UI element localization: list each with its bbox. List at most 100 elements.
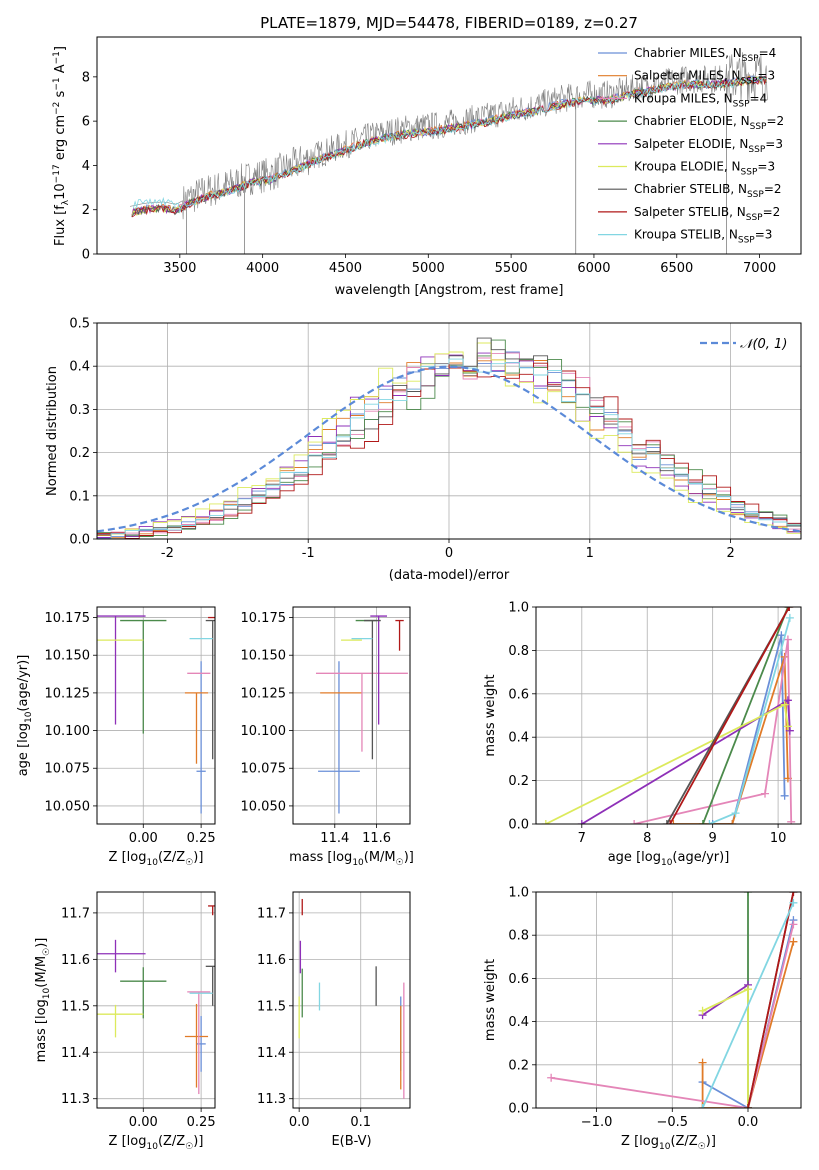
series-marker [577, 820, 586, 824]
label-segment: Z [log [109, 1134, 147, 1149]
y-tick-label: 0.0 [508, 1102, 529, 1117]
y-tick-label: 10.175 [241, 611, 287, 626]
errorbar-point-chabrier-stelib [364, 619, 381, 760]
x-tick-label: 0.0 [738, 1115, 759, 1130]
errorbar-point-chabrier-elodie [120, 619, 167, 734]
label-segment: ☉ [396, 858, 404, 868]
x-axis-label: age [log10(age/yr)] [608, 850, 730, 868]
x-tick-label: 0.0 [289, 1115, 310, 1130]
y-tick-label: 10.075 [45, 762, 91, 777]
y-tick-label: 4 [82, 159, 90, 174]
label-segment: s [53, 90, 68, 101]
series-marker [698, 1006, 707, 1015]
x-tick-label: 7000 [743, 261, 776, 276]
x-tick-label: 0.1 [350, 1115, 371, 1130]
spectrum-axes: 3500 4000 4500 5000 5500 6000 6500 7000 0 2 4 6 8 wav… [52, 36, 802, 298]
label-segment: Chabrier STELIB, N [634, 182, 747, 196]
legend-label-chabrier-stelib: Chabrier STELIB, NSSP=2 [634, 182, 782, 200]
series-line [669, 607, 790, 824]
series-line [712, 634, 786, 824]
series-marker [789, 920, 798, 929]
label-segment: =3 [757, 160, 775, 174]
label-segment: )] [34, 938, 49, 948]
mass-weight-series-salpeter-elodie [577, 696, 794, 824]
y-tick-label: 10.075 [241, 762, 287, 777]
label-segment: )] [706, 1134, 716, 1149]
y-tick-label: 0.2 [508, 774, 529, 789]
axes-frame [535, 606, 802, 825]
mass-weight-series-kroupa-stelib [705, 613, 794, 824]
x-tick-label: 7 [578, 831, 586, 846]
y-tick-label: 0.0 [69, 533, 90, 548]
y-tick-label: 11.5 [257, 999, 286, 1014]
series-marker [705, 820, 714, 824]
axes-frame [292, 891, 411, 1109]
x-tick-label: 5500 [495, 261, 528, 276]
errorbar-point-chabrier-stelib [205, 619, 215, 760]
label-segment: Z [log [109, 850, 147, 865]
y-tick-label: 0.0 [508, 818, 529, 833]
errorbar-point-kroupa-miles [315, 672, 408, 752]
label-segment: ☉ [698, 1142, 706, 1152]
label-segment: erg cm [53, 115, 68, 164]
label-segment: )] [193, 1134, 203, 1149]
errorbar-point-salpeter-stelib [395, 619, 404, 651]
y-tick-label: 10.125 [45, 686, 91, 701]
residuals-axes: -2 -1 0 1 2 0.0 0.1 0.2 0.3 0.4 0.5 (data-model)/er… [45, 317, 802, 583]
mass-weight-series-salpeter-stelib [744, 892, 798, 1108]
legend-label-kroupa-stelib: Kroupa STELIB, NSSP=3 [634, 228, 772, 246]
label-segment: )] [404, 850, 414, 865]
label-segment: SSP [738, 236, 755, 246]
label-segment: (age/yr)] [16, 655, 31, 712]
series-marker [666, 820, 675, 824]
label-segment: Flux [f [53, 205, 68, 246]
series-line [701, 902, 795, 1108]
label-segment: =3 [755, 228, 773, 242]
x-axis-label: wavelength [Angstrom, rest frame] [335, 283, 564, 298]
x-tick-label: 0.25 [187, 1115, 216, 1130]
legend-label-chabrier-elodie: Chabrier ELODIE, NSSP=2 [634, 114, 784, 132]
series-marker [789, 898, 798, 907]
x-tick-label: 0.00 [129, 1115, 158, 1130]
series-marker [787, 817, 796, 824]
series-marker [698, 1058, 707, 1067]
errorbar-point-salpeter-elodie [97, 615, 146, 725]
y-tick-label: 2 [82, 203, 90, 218]
y-axis-label: age [log10(age/yr)] [16, 655, 34, 777]
y-tick-label: 0.5 [69, 317, 90, 332]
y-tick-label: 0.8 [508, 929, 529, 944]
legend-label-salpeter-elodie: Salpeter ELODIE, NSSP=3 [634, 137, 783, 155]
label-segment: ☉ [185, 1142, 193, 1152]
y-tick-label: 1.0 [508, 601, 529, 616]
errorbar-point-salpeter-miles [184, 1003, 209, 1088]
y-tick-label: 0.4 [69, 360, 90, 375]
y-tick-label: 0.4 [508, 1015, 529, 1030]
label-segment: SSP [741, 77, 758, 87]
histogram-kroupa-stelib [97, 358, 801, 539]
y-tick-label: 11.7 [61, 906, 90, 921]
errorbar-point-salpeter-stelib [208, 905, 215, 916]
label-segment: =3 [765, 137, 783, 151]
model-spectrum-kroupa-stelib [133, 76, 767, 214]
series-marker [698, 820, 707, 824]
y-tick-label: 0.4 [508, 731, 529, 746]
series-marker [708, 820, 717, 824]
series-marker [785, 607, 794, 611]
errorbar-point-kroupa-miles [187, 991, 211, 1095]
x-tick-label: 5000 [412, 261, 445, 276]
series-marker [789, 892, 798, 896]
label-segment: Kroupa ELODIE, N [634, 160, 741, 174]
label-segment: SSP [746, 213, 763, 223]
x-tick-label: 3500 [163, 261, 196, 276]
axes-frame [96, 891, 216, 1109]
errorbar-point-salpeter-elodie [97, 939, 146, 973]
label-segment: 10 [42, 987, 52, 999]
y-axis-label: mass weight [483, 674, 498, 756]
y-axis-label: Flux [fλ10−17 erg cm−2 s−1 A−1] [52, 46, 71, 246]
x-tick-label: 6500 [660, 261, 693, 276]
series-marker [669, 820, 678, 824]
label-segment: (Z/Z [670, 1134, 697, 1149]
label-segment: mass [log [34, 999, 49, 1062]
